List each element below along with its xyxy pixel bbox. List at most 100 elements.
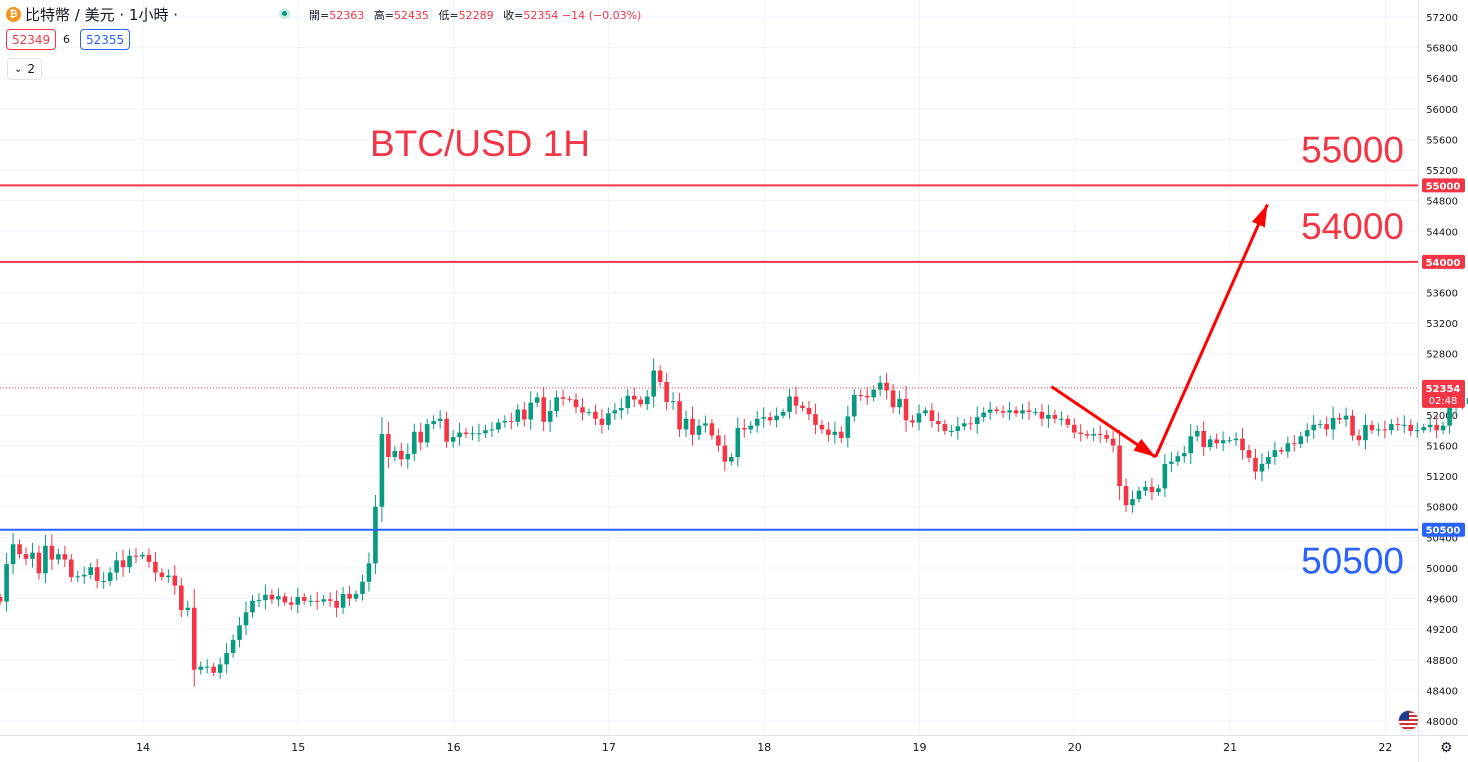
candle[interactable] [353,593,359,599]
candle[interactable] [81,574,87,577]
candle[interactable] [1130,499,1135,506]
buy-button[interactable]: 52355 [80,29,131,50]
candle[interactable] [890,390,896,408]
candle[interactable] [884,382,889,391]
gear-icon[interactable]: ⚙ [1440,740,1453,756]
candle[interactable] [172,575,178,586]
candle[interactable] [360,581,365,594]
candle[interactable] [496,422,501,430]
candle[interactable] [1065,418,1071,425]
candle[interactable] [340,593,346,608]
candle[interactable] [399,450,404,460]
candle[interactable] [4,564,9,602]
candle[interactable] [813,414,818,425]
candle[interactable] [1207,439,1213,448]
candle[interactable] [619,408,624,411]
candle[interactable] [858,395,864,397]
candle[interactable] [263,594,268,601]
candle[interactable] [114,560,119,573]
plot-area[interactable] [0,0,1418,735]
candle[interactable] [709,423,715,436]
candle[interactable] [120,560,126,568]
candle[interactable] [366,563,372,582]
candle[interactable] [237,625,242,640]
candle[interactable] [159,572,165,578]
candle[interactable] [256,600,262,602]
candle[interactable] [204,666,210,668]
candle[interactable] [1466,398,1468,405]
candle[interactable] [631,395,637,400]
candle[interactable] [839,431,844,438]
candle[interactable] [1447,405,1452,426]
candle[interactable] [211,666,216,673]
candle[interactable] [722,445,728,462]
candle[interactable] [955,426,961,431]
candle[interactable] [826,429,831,435]
candle[interactable] [987,409,993,413]
candle[interactable] [502,421,508,423]
candle[interactable] [1013,410,1019,414]
candle[interactable] [936,421,941,425]
candle[interactable] [1181,453,1187,457]
candle[interactable] [1421,427,1427,431]
candle[interactable] [703,423,708,426]
candle[interactable] [968,423,974,425]
candle[interactable] [1253,457,1258,472]
candle[interactable] [0,597,3,602]
candle[interactable] [1343,415,1349,420]
candle[interactable] [1175,456,1181,462]
candle[interactable] [1259,463,1265,472]
candle[interactable] [295,597,301,605]
candle[interactable] [1298,436,1304,444]
candle[interactable] [741,427,747,430]
candle[interactable] [1020,410,1025,414]
candle[interactable] [198,666,204,670]
candle[interactable] [1240,438,1245,451]
candle[interactable] [166,575,171,578]
candle[interactable] [282,596,288,603]
candle[interactable] [1000,411,1006,413]
candle[interactable] [974,417,980,425]
candle[interactable] [560,397,566,399]
candle[interactable] [250,600,255,613]
candle[interactable] [1356,435,1362,441]
candle[interactable] [424,424,430,443]
candle[interactable] [101,580,106,582]
candle[interactable] [476,433,482,435]
candle[interactable] [1117,445,1122,487]
candle[interactable] [1059,418,1064,420]
candle[interactable] [942,424,948,431]
candle[interactable] [806,408,812,415]
candle[interactable] [515,409,521,422]
candle[interactable] [1408,424,1414,431]
candle[interactable] [1162,463,1168,489]
candle[interactable] [1227,440,1232,442]
candle[interactable] [644,396,650,405]
candle[interactable] [23,554,29,559]
candle[interactable] [606,413,611,425]
candle[interactable] [683,418,689,430]
candle[interactable] [17,544,22,555]
candle[interactable] [509,421,514,423]
candle[interactable] [489,429,495,431]
candle[interactable] [1330,417,1336,430]
candle[interactable] [1337,417,1342,420]
candle[interactable] [593,411,598,419]
candle[interactable] [191,607,197,670]
candle[interactable] [224,652,229,665]
candle[interactable] [1149,486,1155,493]
candle[interactable] [1188,436,1194,454]
candle[interactable] [819,424,825,430]
candle[interactable] [43,545,48,574]
candle[interactable] [146,554,152,562]
candle[interactable] [127,555,132,568]
candle[interactable] [1427,424,1433,428]
candle[interactable] [1434,424,1439,431]
candle[interactable] [677,401,682,430]
candle[interactable] [1156,488,1161,493]
candle[interactable] [851,395,857,417]
candle[interactable] [534,397,540,403]
candle[interactable] [1291,443,1297,445]
candle[interactable] [729,457,734,462]
